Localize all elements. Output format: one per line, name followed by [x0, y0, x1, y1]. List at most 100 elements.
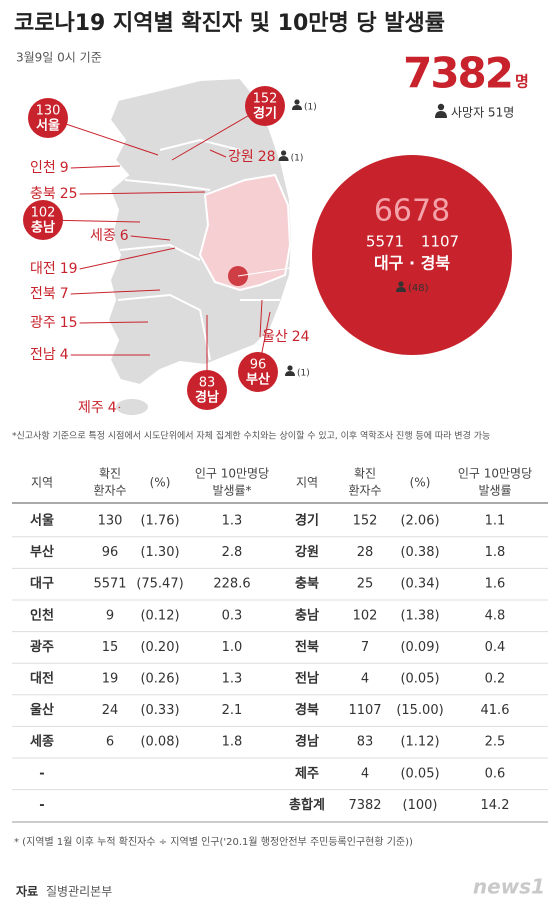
daegu-gyeongbuk-circle	[312, 155, 512, 355]
leader-line	[79, 247, 176, 270]
region-name: 서울	[36, 118, 60, 134]
table-cell: (0.08)	[140, 735, 179, 750]
table-cell: 경북	[295, 702, 319, 718]
region-name: 광주	[30, 315, 56, 331]
table-header: 인구 10만명당	[458, 467, 532, 481]
table-cell: -	[39, 766, 44, 781]
region-cases: 6	[120, 228, 129, 244]
table-cell: (1.38)	[400, 608, 439, 623]
region-label: 세종 6	[90, 228, 129, 244]
region-cases: 4	[60, 347, 69, 363]
table-cell: 19	[102, 672, 119, 687]
table-cell: 4	[361, 672, 369, 687]
region-deaths: (1)	[297, 369, 310, 379]
table-header: 지역	[31, 476, 53, 490]
table-cell: 7	[361, 640, 369, 655]
table-cell: (0.20)	[140, 640, 179, 655]
table-cell: (0.38)	[400, 545, 439, 560]
region-cases: 83	[199, 376, 216, 391]
region-name: 경기	[253, 106, 277, 122]
table-cell: 4.8	[485, 608, 506, 623]
region-cases: 152	[253, 92, 278, 107]
table-cell: 1.0	[222, 640, 243, 655]
table-cell: 9	[106, 608, 114, 623]
table-cell: 전북	[295, 639, 319, 655]
icon-body	[292, 105, 302, 110]
region-label: 강원 28	[228, 149, 276, 165]
table-cell: 228.6	[213, 577, 250, 592]
table-cell: 102	[353, 608, 378, 623]
table-cell: 5571	[93, 577, 126, 592]
table-cell: 2.8	[222, 545, 243, 560]
icon-head	[294, 99, 300, 105]
table-cell: 1.8	[222, 735, 243, 750]
date: 3월9일 0시 기준	[16, 51, 102, 65]
table-header: 발생률*	[212, 484, 251, 498]
table-cell: 충남	[295, 607, 319, 623]
region-label: 울산 24	[262, 329, 310, 345]
region-cases: 24	[292, 329, 310, 345]
leader-line	[70, 165, 121, 169]
table-cell: 강원	[295, 544, 319, 560]
region-name: 부산	[246, 372, 270, 388]
region-name: 전북	[30, 286, 56, 302]
total: 7382	[403, 49, 512, 98]
table-cell: (0.05)	[400, 672, 439, 687]
footnote: * (지역별 1월 이후 누적 확진자수 ÷ 지역별 인구('20.1월 행정안…	[14, 836, 413, 848]
region-name: 전남	[30, 347, 56, 363]
table-cell: 24	[102, 703, 119, 718]
source-label: 자료	[16, 884, 38, 899]
leader-line	[70, 289, 161, 295]
region-cases: 4	[108, 400, 117, 416]
region-cases: 102	[31, 206, 56, 221]
table-cell: 충북	[295, 576, 319, 592]
region-label: 대전 19	[30, 261, 78, 277]
region-name: 울산	[262, 329, 288, 345]
table-cell: (0.34)	[400, 577, 439, 592]
table-cell: 대전	[30, 671, 54, 687]
table-cell: (1.76)	[140, 514, 179, 529]
leader-line	[79, 191, 206, 195]
region-label: 제주 4	[78, 400, 117, 416]
region-bubble	[23, 200, 63, 240]
gyeongbuk-cases: 1107	[421, 233, 459, 251]
table-cell: 6	[106, 735, 114, 750]
region-deaths: (1)	[291, 154, 304, 164]
region-name: 충남	[31, 220, 55, 236]
table-cell: 경기	[295, 513, 319, 529]
table-cell: 15	[102, 640, 119, 655]
table-header: (%)	[410, 476, 431, 490]
deaths: 사망자 51명	[451, 106, 514, 120]
region-cases: 130	[36, 104, 61, 119]
table-cell: (0.12)	[140, 608, 179, 623]
dg-deaths: (48)	[408, 283, 429, 294]
table-cell: 83	[357, 735, 374, 750]
region-bubble	[28, 98, 68, 138]
table-cell: 41.6	[481, 703, 510, 718]
region-cases: 25	[60, 186, 78, 202]
region-cases: 15	[60, 315, 78, 331]
region-name: 세종	[90, 228, 116, 244]
table-header: 확진	[99, 467, 121, 481]
table-cell: (0.33)	[140, 703, 179, 718]
region-name: 강원	[228, 149, 254, 165]
table-cell: 대구	[30, 577, 54, 592]
table-header: 인구 10만명당	[195, 467, 269, 481]
table-cell: (1.30)	[140, 545, 179, 560]
table-cell: 1.8	[485, 545, 506, 560]
table-cell: 25	[357, 577, 374, 592]
table-cell: (0.05)	[400, 766, 439, 781]
region-label: 전남 4	[30, 347, 69, 363]
table-cell: (15.00)	[396, 703, 443, 718]
table-cell: 2.5	[485, 735, 506, 750]
table-header: 지역	[296, 476, 318, 490]
table-cell: 광주	[30, 640, 54, 655]
table-cell: 서울	[30, 513, 54, 529]
icon-body	[278, 156, 289, 161]
leader-line	[79, 321, 149, 324]
table-cell: 울산	[30, 702, 54, 718]
table-cell: (2.06)	[400, 514, 439, 529]
table-cell: 1.6	[485, 577, 506, 592]
